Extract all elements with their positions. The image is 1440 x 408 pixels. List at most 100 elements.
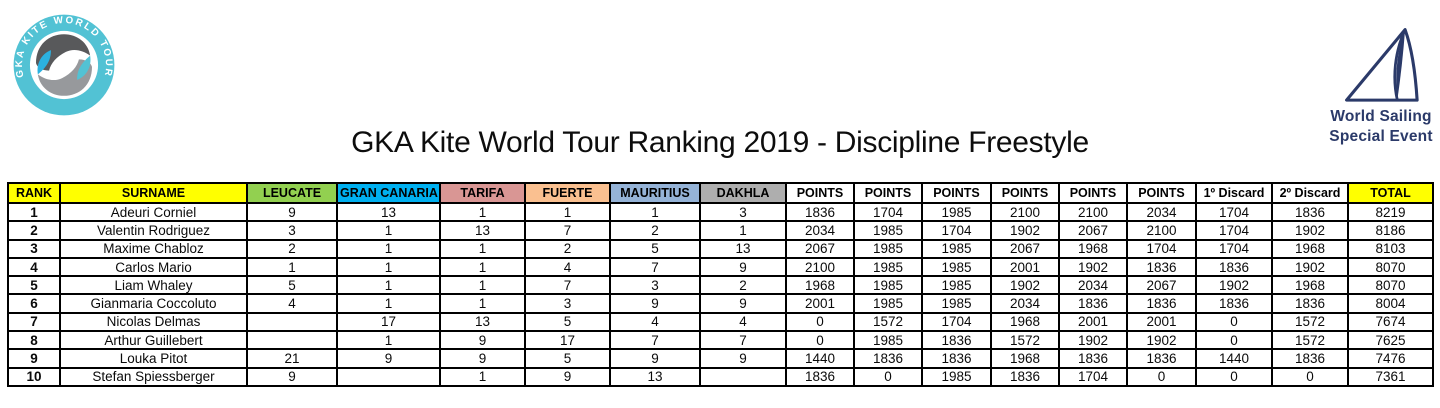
value-cell: 1 <box>336 293 441 314</box>
rank-cell: 10 <box>7 366 61 387</box>
value-cell: 17 <box>524 330 611 351</box>
value-cell: 2 <box>609 220 701 241</box>
value-cell: 1836 <box>1195 293 1273 314</box>
gka-kite-world-tour-logo: GKA KITE WORLD TOUR <box>8 9 120 121</box>
surname-cell: Gianmaria Coccoluto <box>59 293 248 314</box>
ranking-table: RANK SURNAME LEUCATE GRAN CANARIA TARIFA FUER… <box>7 182 1434 387</box>
value-cell: 9 <box>609 293 701 314</box>
value-cell: 1985 <box>921 238 992 259</box>
value-cell: 1902 <box>1058 256 1128 278</box>
value-cell: 3 <box>609 275 701 296</box>
value-cell: 8004 <box>1347 293 1434 314</box>
value-cell: 8103 <box>1347 238 1434 259</box>
column-header-rank-0: RANK <box>7 182 61 204</box>
value-cell: 9 <box>439 348 526 369</box>
value-cell: 1 <box>336 256 441 278</box>
value-cell: 7361 <box>1347 366 1434 387</box>
surname-cell: Stefan Spiessberger <box>59 366 248 387</box>
value-cell: 1902 <box>990 275 1060 296</box>
header-row: RANK SURNAME LEUCATE GRAN CANARIA TARIFA FUER… <box>7 182 1434 204</box>
ranking-table-head: RANK SURNAME LEUCATE GRAN CANARIA TARIFA FUER… <box>7 182 1434 204</box>
world-sailing-logo: World Sailing Special Event <box>1322 22 1440 146</box>
surname-cell: Maxime Chabloz <box>59 238 248 259</box>
column-header-dakhla-7: DAKHLA <box>699 182 787 204</box>
value-cell: 7 <box>609 330 701 351</box>
value-cell: 1985 <box>853 330 923 351</box>
rank-cell: 7 <box>7 311 61 333</box>
value-cell: 1836 <box>990 366 1060 387</box>
surname-cell: Nicolas Delmas <box>59 311 248 333</box>
rank-cell: 8 <box>7 330 61 351</box>
value-cell: 9 <box>699 348 787 369</box>
value-cell: 5 <box>609 238 701 259</box>
value-cell: 13 <box>439 311 526 333</box>
value-cell: 0 <box>853 366 923 387</box>
value-cell: 1836 <box>921 330 992 351</box>
column-header-points-13: POINTS <box>1126 182 1197 204</box>
value-cell: 0 <box>1126 366 1197 387</box>
value-cell: 2100 <box>785 256 855 278</box>
value-cell: 1836 <box>1271 201 1349 223</box>
value-cell: 8070 <box>1347 256 1434 278</box>
value-cell: 7 <box>524 275 611 296</box>
rank-cell: 6 <box>7 293 61 314</box>
column-header-fuerte-5: FUERTE <box>524 182 611 204</box>
value-cell: 5 <box>524 348 611 369</box>
value-cell: 1985 <box>853 220 923 241</box>
surname-cell: Valentin Rodriguez <box>59 220 248 241</box>
value-cell: 1902 <box>1271 256 1349 278</box>
value-cell: 9 <box>699 256 787 278</box>
gka-logo-icon: GKA KITE WORLD TOUR <box>13 14 115 116</box>
value-cell: 1968 <box>785 275 855 296</box>
value-cell: 1985 <box>921 366 992 387</box>
value-cell: 1572 <box>1271 330 1349 351</box>
value-cell: 1704 <box>1058 366 1128 387</box>
rank-cell: 1 <box>7 201 61 223</box>
value-cell: 1836 <box>1126 293 1197 314</box>
value-cell: 9 <box>439 330 526 351</box>
table-row: 7 Nicolas Delmas 17 13 5 4 4 0 1572 1704 1968 2001 2… <box>7 311 1434 333</box>
value-cell: 2001 <box>990 256 1060 278</box>
world-sailing-label-line1: World Sailing <box>1330 108 1432 125</box>
value-cell: 5 <box>246 275 338 296</box>
value-cell: 1985 <box>921 256 992 278</box>
value-cell: 4 <box>246 293 338 314</box>
value-cell: 1704 <box>921 220 992 241</box>
value-cell: 9 <box>699 293 787 314</box>
value-cell: 7674 <box>1347 311 1434 333</box>
value-cell <box>699 366 787 387</box>
value-cell <box>246 311 338 333</box>
value-cell: 3 <box>699 201 787 223</box>
value-cell: 4 <box>609 311 701 333</box>
surname-cell: Adeuri Corniel <box>59 201 248 223</box>
value-cell: 2 <box>524 238 611 259</box>
value-cell: 1 <box>336 275 441 296</box>
value-cell: 7 <box>609 256 701 278</box>
value-cell: 1985 <box>853 238 923 259</box>
surname-cell: Arthur Guillebert <box>59 330 248 351</box>
value-cell: 1902 <box>990 220 1060 241</box>
value-cell: 1704 <box>1195 238 1273 259</box>
value-cell: 0 <box>785 330 855 351</box>
value-cell: 1836 <box>1126 256 1197 278</box>
surname-cell: Liam Whaley <box>59 275 248 296</box>
value-cell: 1704 <box>853 201 923 223</box>
column-header-points-10: POINTS <box>921 182 992 204</box>
value-cell: 1 <box>699 220 787 241</box>
table-row: 10 Stefan Spiessberger 9 1 9 13 1836 0 1985 1836 1… <box>7 366 1434 387</box>
ranking-table-body: 1 Adeuri Corniel 9 13 1 1 1 3 1836 1704 1985 2100 21… <box>7 201 1434 387</box>
value-cell: 1968 <box>990 348 1060 369</box>
value-cell: 7476 <box>1347 348 1434 369</box>
rank-cell: 9 <box>7 348 61 369</box>
value-cell: 1704 <box>921 311 992 333</box>
value-cell: 1 <box>439 256 526 278</box>
value-cell: 1 <box>439 275 526 296</box>
column-header-mauritius-6: MAURITIUS <box>609 182 701 204</box>
column-header-total-16: TOTAL <box>1347 182 1434 204</box>
rank-cell: 3 <box>7 238 61 259</box>
value-cell: 2034 <box>1058 275 1128 296</box>
value-cell: 1985 <box>921 201 992 223</box>
value-cell: 8219 <box>1347 201 1434 223</box>
value-cell: 1704 <box>1195 201 1273 223</box>
column-header-1-discard-14: 1º Discard <box>1195 182 1273 204</box>
